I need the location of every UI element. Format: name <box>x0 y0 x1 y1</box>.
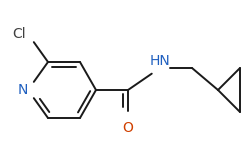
Text: Cl: Cl <box>12 27 26 41</box>
Text: O: O <box>122 121 133 135</box>
Text: N: N <box>18 83 28 97</box>
Text: HN: HN <box>149 54 170 68</box>
